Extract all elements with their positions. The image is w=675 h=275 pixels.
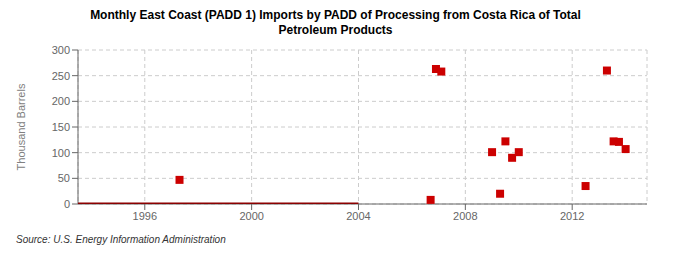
svg-text:2012: 2012 <box>560 210 584 222</box>
svg-text:Thousand Barrels: Thousand Barrels <box>15 83 27 170</box>
svg-text:1996: 1996 <box>133 210 157 222</box>
svg-text:200: 200 <box>52 95 70 107</box>
svg-text:2008: 2008 <box>453 210 477 222</box>
svg-text:250: 250 <box>52 70 70 82</box>
svg-text:2000: 2000 <box>239 210 263 222</box>
svg-text:100: 100 <box>52 147 70 159</box>
svg-text:150: 150 <box>52 121 70 133</box>
svg-text:50: 50 <box>58 172 70 184</box>
html-text:Source: U.S. Energy Informatio: Source: U.S. Energy Information Administ… <box>16 234 226 245</box>
svg-text:2004: 2004 <box>346 210 370 222</box>
svg-text:300: 300 <box>52 44 70 56</box>
html-text:Monthly East Coast (PADD 1) Im: Monthly East Coast (PADD 1) Imports by P… <box>90 8 581 37</box>
svg-text:0: 0 <box>64 198 70 210</box>
